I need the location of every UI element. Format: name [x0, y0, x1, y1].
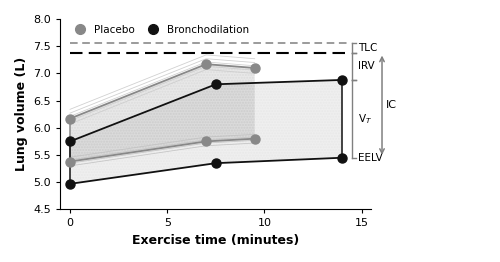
- Text: EELV: EELV: [358, 153, 383, 163]
- Text: IRV: IRV: [358, 61, 375, 71]
- Y-axis label: Lung volume (L): Lung volume (L): [15, 57, 28, 171]
- Legend: Placebo, Bronchodilation: Placebo, Bronchodilation: [66, 20, 253, 39]
- Text: TLC: TLC: [358, 43, 378, 53]
- Text: IC: IC: [386, 100, 396, 110]
- Text: V$_T$: V$_T$: [358, 112, 372, 126]
- X-axis label: Exercise time (minutes): Exercise time (minutes): [132, 234, 300, 247]
